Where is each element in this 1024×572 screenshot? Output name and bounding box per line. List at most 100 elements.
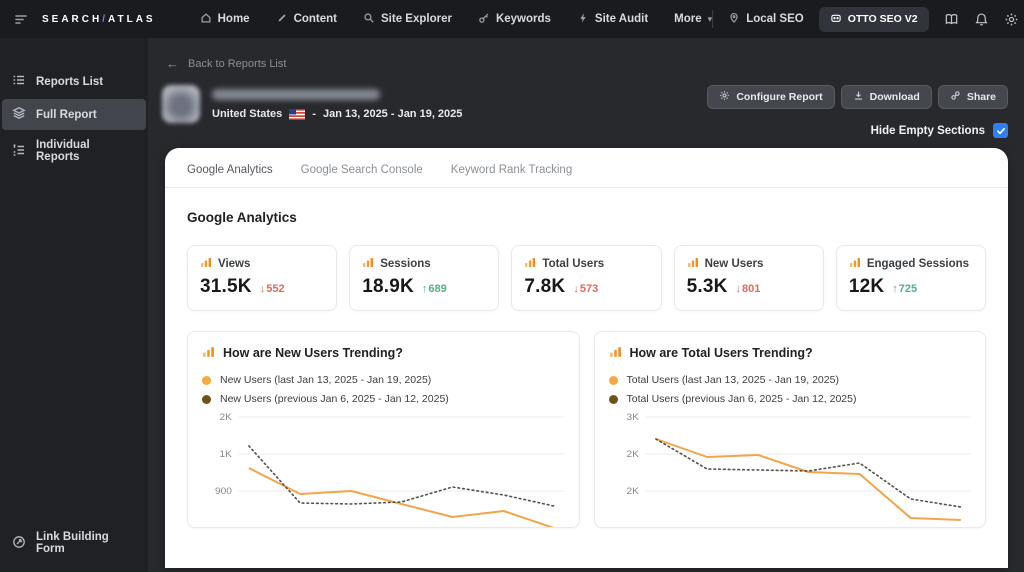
link-icon xyxy=(950,90,961,104)
bar-chart-icon xyxy=(849,256,861,271)
hide-empty-sections-checkbox[interactable] xyxy=(993,123,1008,138)
arrow-icon: ↑ xyxy=(892,283,898,295)
metric-delta: ↑ 725 xyxy=(892,283,918,295)
topbar-divider xyxy=(712,10,714,28)
nav-home[interactable]: Home xyxy=(200,12,250,27)
report-card: Google Analytics Google Search Console K… xyxy=(165,148,1008,568)
arrow-icon: ↓ xyxy=(573,283,579,295)
topbar-right: Local SEO OTTO SEO V2 LA ▾ xyxy=(712,6,1024,32)
tab-google-analytics[interactable]: Google Analytics xyxy=(187,164,273,176)
top-nav: Home Content Site Explorer Keywords Site… xyxy=(200,12,713,27)
tab-google-search-console[interactable]: Google Search Console xyxy=(300,164,423,176)
us-flag-icon xyxy=(289,108,306,120)
pencil-icon xyxy=(276,12,288,27)
metric-delta: ↑ 689 xyxy=(421,283,447,295)
sidebar-item-full-report[interactable]: Full Report xyxy=(2,99,146,130)
svg-text:900: 900 xyxy=(215,486,232,497)
bar-chart-icon xyxy=(687,256,699,271)
sidebar-item-individual-reports[interactable]: Individual Reports xyxy=(0,132,148,170)
sidebar-item-link-building-form[interactable]: Link Building Form xyxy=(0,524,148,562)
metric-cards: Views 31.5K ↓ 552 Sessions 18.9K ↑ 689 Total… xyxy=(187,245,987,311)
legend-item: New Users (last Jan 13, 2025 - Jan 19, 2… xyxy=(202,374,565,386)
nav-keywords[interactable]: Keywords xyxy=(478,12,551,27)
key-icon xyxy=(478,12,490,27)
metric-card-new-users: New Users 5.3K ↓ 801 xyxy=(673,245,824,311)
svg-text:2K: 2K xyxy=(219,412,232,423)
metric-value: 12K xyxy=(848,276,885,297)
chevron-down-icon: ▾ xyxy=(707,13,713,24)
arrow-icon: ↑ xyxy=(421,283,428,295)
sidebar: Reports List Full Report Individual Repo… xyxy=(0,38,148,572)
svg-text:2K: 2K xyxy=(626,449,639,460)
metric-value: 5.3K xyxy=(686,276,728,297)
main-content: ← Back to Reports List United States - J… xyxy=(148,38,1024,572)
legend-dot xyxy=(608,394,618,404)
sidebar-item-reports-list[interactable]: Reports List xyxy=(0,66,148,97)
bell-icon[interactable] xyxy=(974,12,989,27)
metric-value: 7.8K xyxy=(524,276,566,297)
legend-dot xyxy=(202,375,211,385)
list-icon xyxy=(12,73,26,90)
back-to-reports-link[interactable]: ← Back to Reports List xyxy=(166,56,287,71)
configure-report-button[interactable]: Configure Report xyxy=(707,85,835,109)
chart-card-new-users: How are New Users Trending? New Users (l… xyxy=(187,331,580,528)
menu-lines-icon[interactable] xyxy=(14,12,28,26)
nav-more[interactable]: More ▾ xyxy=(674,13,713,25)
legend-item: Total Users (previous Jan 6, 2025 - Jan … xyxy=(608,393,972,405)
metric-card-views: Views 31.5K ↓ 552 xyxy=(187,245,338,311)
metric-value: 31.5K xyxy=(200,276,252,297)
arrow-icon: ↓ xyxy=(735,283,742,295)
gear-icon xyxy=(719,90,730,104)
line-chart-new-users[interactable]: 2K 1K 900 xyxy=(202,409,565,527)
legend-dot xyxy=(202,394,211,404)
share-button[interactable]: Share xyxy=(937,85,1008,109)
robot-icon xyxy=(830,12,842,27)
lightning-icon xyxy=(577,12,589,27)
report-actions: Configure Report Download Share xyxy=(707,85,1008,109)
legend-dot xyxy=(608,375,618,385)
bar-chart-icon xyxy=(200,256,212,271)
arrow-icon: ↓ xyxy=(259,283,266,295)
report-date-range: Jan 13, 2025 - Jan 19, 2025 xyxy=(322,108,463,120)
chart-title: How are Total Users Trending? xyxy=(629,346,813,360)
metric-card-engaged-sessions: Engaged Sessions 12K ↑ 725 xyxy=(835,245,987,311)
svg-text:3K: 3K xyxy=(626,412,639,423)
chart-card-total-users: How are Total Users Trending? Total User… xyxy=(593,331,986,528)
report-site-name-blurred xyxy=(212,89,380,100)
line-chart-total-users[interactable]: 3K 2K 2K xyxy=(609,409,972,527)
download-button[interactable]: Download xyxy=(840,85,932,109)
nav-content[interactable]: Content xyxy=(276,12,337,27)
bar-chart-icon xyxy=(609,345,622,361)
searchatlas-logo[interactable]: SEARCH/ATLAS xyxy=(42,13,156,25)
download-icon xyxy=(853,90,864,104)
hide-empty-sections-label: Hide Empty Sections xyxy=(870,124,985,137)
chart-legend: New Users (last Jan 13, 2025 - Jan 19, 2… xyxy=(202,374,565,405)
report-site-logo-blurred xyxy=(162,85,200,123)
back-arrow-icon: ← xyxy=(166,56,179,71)
metric-value: 18.9K xyxy=(362,276,414,297)
chart-legend: Total Users (last Jan 13, 2025 - Jan 19,… xyxy=(608,374,972,405)
bar-chart-icon xyxy=(524,256,536,271)
nav-local-seo[interactable]: Local SEO xyxy=(728,12,804,27)
chart-cards: How are New Users Trending? New Users (l… xyxy=(187,331,986,528)
report-country: United States xyxy=(212,108,283,120)
section-title: Google Analytics xyxy=(187,210,297,225)
nav-site-explorer[interactable]: Site Explorer xyxy=(363,12,452,27)
numbered-list-icon xyxy=(12,143,26,160)
bar-chart-icon xyxy=(202,345,215,361)
otto-seo-v2-button[interactable]: OTTO SEO V2 xyxy=(818,6,929,32)
svg-text:2K: 2K xyxy=(626,486,639,497)
bar-chart-icon xyxy=(362,256,374,271)
report-tabs: Google Analytics Google Search Console K… xyxy=(165,148,1008,188)
legend-item: New Users (previous Jan 6, 2025 - Jan 12… xyxy=(202,393,565,405)
gear-icon[interactable] xyxy=(1004,12,1019,27)
nav-site-audit[interactable]: Site Audit xyxy=(577,12,648,27)
metric-delta: ↓ 573 xyxy=(573,283,599,295)
tab-keyword-rank-tracking[interactable]: Keyword Rank Tracking xyxy=(450,164,573,176)
cursor-circle-icon xyxy=(12,535,26,552)
layers-icon xyxy=(12,106,26,123)
metric-card-sessions: Sessions 18.9K ↑ 689 xyxy=(349,245,500,311)
topbar: SEARCH/ATLAS Home Content Site Explorer … xyxy=(0,0,1024,38)
legend-item: Total Users (last Jan 13, 2025 - Jan 19,… xyxy=(608,374,972,386)
book-icon[interactable] xyxy=(944,12,959,27)
